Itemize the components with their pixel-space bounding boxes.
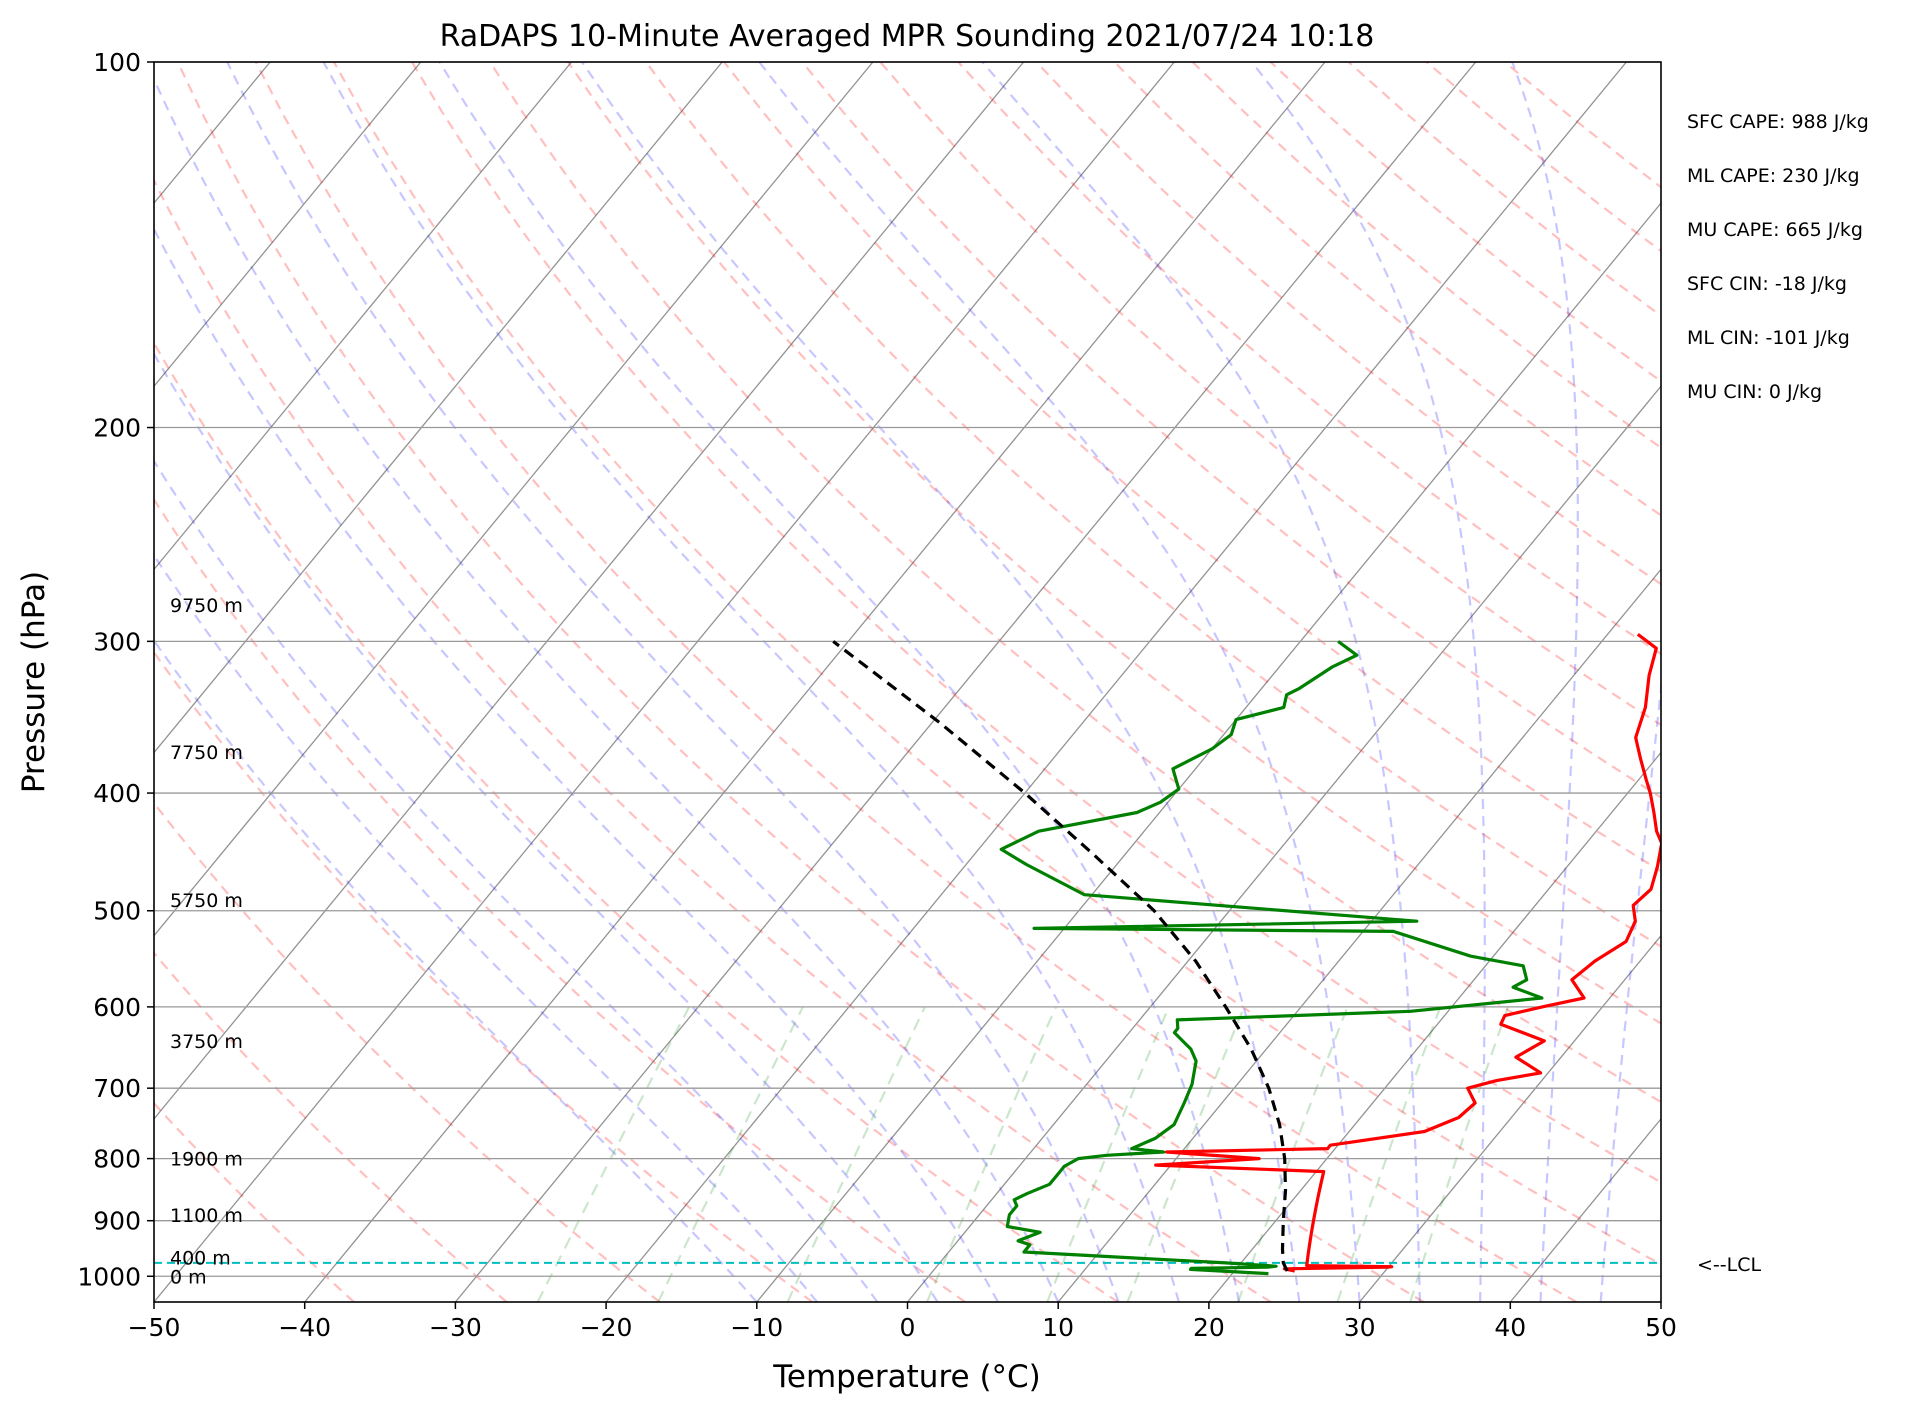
dry-adiabat-line bbox=[332, 62, 1661, 1266]
isotherm-line bbox=[756, 202, 1661, 1302]
moist-adiabat-line bbox=[154, 351, 939, 1302]
dry-adiabat-line bbox=[1035, 62, 1661, 586]
isotherm-line bbox=[154, 62, 1025, 1120]
mixing-ratio-line bbox=[925, 1006, 1058, 1302]
isotherm-line bbox=[154, 62, 573, 571]
dry-adiabat-line bbox=[254, 62, 1578, 1302]
x-tick-label: 20 bbox=[1193, 1313, 1225, 1342]
moist-adiabat-line bbox=[1250, 62, 1486, 1302]
sounding-lines bbox=[832, 633, 1661, 1276]
height-label: 3750 m bbox=[170, 1031, 243, 1053]
y-tick-label: 100 bbox=[93, 48, 141, 77]
y-tick-label: 600 bbox=[93, 993, 141, 1022]
moist-adiabat-line bbox=[322, 62, 1180, 1302]
y-tick-label: 900 bbox=[93, 1207, 141, 1236]
moist-adiabat-line bbox=[154, 459, 879, 1302]
x-tick-label: 10 bbox=[1042, 1313, 1074, 1342]
height-label: 5750 m bbox=[170, 890, 243, 912]
y-tick-label: 300 bbox=[93, 627, 141, 656]
moist-adiabat-line bbox=[758, 62, 1361, 1302]
stat-annotation: SFC CAPE: 988 J/kg bbox=[1687, 111, 1869, 133]
dry-adiabat-line bbox=[176, 62, 1425, 1302]
dry-adiabat-line bbox=[154, 650, 814, 1302]
y-tick-label: 500 bbox=[93, 897, 141, 926]
isotherm-line bbox=[154, 62, 874, 937]
isotherm-line bbox=[304, 62, 1326, 1302]
moist-adiabat-line bbox=[1511, 62, 1579, 1302]
x-tick-label: −30 bbox=[429, 1313, 482, 1342]
stat-annotation: SFC CIN: -18 J/kg bbox=[1687, 273, 1847, 295]
y-axis-ticks: 100 200 300 400 500 600 700 800 900 1000 bbox=[77, 48, 154, 1291]
y-tick-label: 800 bbox=[93, 1145, 141, 1174]
isotherm-line bbox=[454, 62, 1477, 1302]
moist-adiabat-line bbox=[226, 62, 1120, 1302]
dry-adiabat-line bbox=[879, 62, 1661, 727]
moist-adiabat-line bbox=[154, 638, 758, 1302]
dry-adiabat-line bbox=[154, 177, 1272, 1302]
isotherm-line bbox=[154, 62, 422, 388]
x-tick-label: 30 bbox=[1344, 1313, 1376, 1342]
temperature-line bbox=[1154, 633, 1661, 1273]
stats-annotations: SFC CAPE: 988 J/kg ML CAPE: 230 J/kg MU CA… bbox=[1687, 111, 1869, 403]
dewpoint-line bbox=[999, 640, 1544, 1276]
x-tick-label: 50 bbox=[1645, 1313, 1677, 1342]
y-axis-label: Pressure (hPa) bbox=[16, 571, 52, 793]
background-lines bbox=[154, 62, 1661, 1302]
moist-adiabat-line bbox=[438, 62, 1241, 1302]
dry-adiabat-line bbox=[154, 340, 1119, 1302]
stat-annotation: ML CIN: -101 J/kg bbox=[1687, 327, 1850, 349]
moist-adiabat-line bbox=[154, 553, 818, 1302]
dry-adiabat-line bbox=[645, 62, 1661, 948]
dry-adiabat-line bbox=[154, 497, 966, 1302]
x-tick-label: −40 bbox=[278, 1313, 331, 1342]
dry-adiabat-line bbox=[567, 62, 1661, 1025]
x-tick-label: −50 bbox=[128, 1313, 181, 1342]
isotherm-line bbox=[1208, 751, 1661, 1302]
y-tick-label: 400 bbox=[93, 779, 141, 808]
isotherm-line bbox=[605, 62, 1627, 1302]
x-tick-label: 40 bbox=[1494, 1313, 1526, 1342]
parcel-line bbox=[832, 640, 1289, 1272]
moist-adiabat-line bbox=[981, 62, 1421, 1302]
stat-annotation: MU CIN: 0 J/kg bbox=[1687, 381, 1822, 403]
x-axis-label: Temperature (°C) bbox=[772, 1359, 1041, 1395]
dry-adiabat-line bbox=[410, 62, 1661, 1184]
stat-annotation: ML CAPE: 230 J/kg bbox=[1687, 165, 1860, 187]
isotherm-line bbox=[154, 62, 1175, 1302]
dry-adiabat-line bbox=[154, 1101, 355, 1302]
moist-adiabat-line bbox=[581, 62, 1301, 1302]
x-tick-label: −20 bbox=[580, 1313, 633, 1342]
lcl-label: <--LCL bbox=[1697, 1254, 1761, 1276]
dry-adiabat-line bbox=[489, 62, 1661, 1104]
mixing-ratio-line bbox=[1046, 1006, 1170, 1302]
height-label: 1900 m bbox=[170, 1149, 243, 1171]
dry-adiabat-line bbox=[154, 801, 661, 1302]
chart-title: RaDAPS 10-Minute Averaged MPR Sounding 2… bbox=[440, 19, 1375, 54]
moist-adiabat-line bbox=[154, 76, 1060, 1302]
x-axis-ticks: −50 −40 −30 −20 −10 0 10 20 30 40 50 bbox=[128, 1302, 1677, 1342]
isotherm-line bbox=[906, 385, 1661, 1302]
x-tick-label: −10 bbox=[730, 1313, 783, 1342]
isotherm-line bbox=[1359, 934, 1661, 1302]
y-tick-label: 1000 bbox=[77, 1262, 141, 1291]
height-label: 0 m bbox=[170, 1266, 207, 1288]
height-label: 400 m bbox=[170, 1247, 231, 1269]
pressure-gridlines bbox=[154, 62, 1661, 1277]
stat-annotation: MU CAPE: 665 J/kg bbox=[1687, 219, 1863, 241]
height-label: 9750 m bbox=[170, 595, 243, 617]
y-tick-label: 700 bbox=[93, 1074, 141, 1103]
isotherm-line bbox=[154, 62, 723, 754]
moist-adiabat-line bbox=[1599, 678, 1661, 1302]
moist-adiabat-line bbox=[154, 226, 999, 1302]
height-label: 7750 m bbox=[170, 742, 243, 764]
height-label: 1100 m bbox=[170, 1205, 243, 1227]
x-tick-label: 0 bbox=[900, 1313, 916, 1342]
isotherm-line bbox=[1057, 568, 1661, 1302]
dry-adiabat-line bbox=[801, 62, 1661, 799]
y-tick-label: 200 bbox=[93, 414, 141, 443]
